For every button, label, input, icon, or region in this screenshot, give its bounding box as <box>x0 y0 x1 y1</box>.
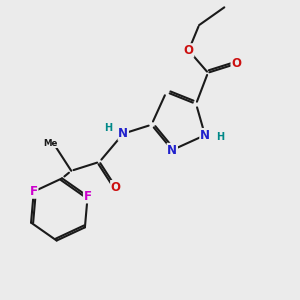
Text: O: O <box>184 44 194 57</box>
Text: F: F <box>30 185 38 198</box>
Text: Me: Me <box>43 139 58 148</box>
Text: N: N <box>167 143 177 157</box>
Text: N: N <box>118 127 128 140</box>
Text: H: H <box>104 123 112 133</box>
Text: O: O <box>111 181 121 194</box>
Text: F: F <box>84 190 92 203</box>
Text: H: H <box>216 132 224 142</box>
Text: O: O <box>231 57 241 70</box>
Text: N: N <box>200 129 210 142</box>
